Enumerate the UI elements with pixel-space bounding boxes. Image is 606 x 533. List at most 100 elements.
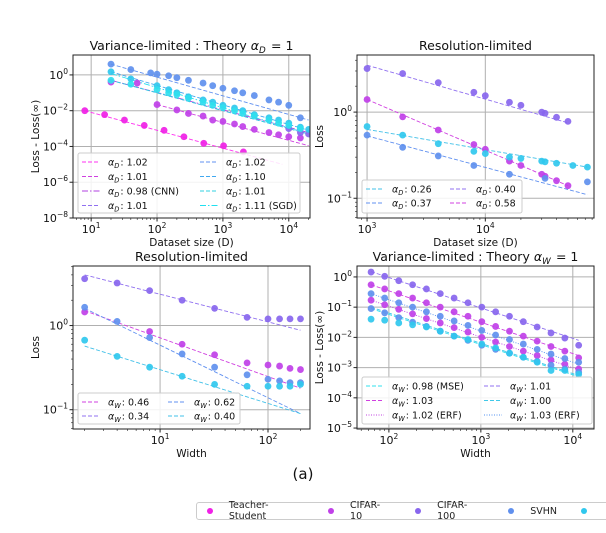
x-tick-label: 104 [563,432,582,447]
data-point [553,159,560,167]
data-point [519,340,527,348]
data-point [146,287,154,295]
data-point [276,362,283,370]
data-point [211,380,218,388]
data-point [506,343,513,350]
data-point [395,314,403,322]
y-tick-label: 10−4 [43,138,68,153]
data-point [81,107,89,115]
legend-label: Teacher-Student [228,500,269,522]
data-point [199,98,207,106]
data-point [367,305,375,312]
data-point [533,346,541,353]
x-axis-label: Width [176,448,207,460]
data-point [450,332,458,340]
data-point [584,178,591,186]
data-point [381,301,389,309]
fit-line [370,284,579,357]
data-point [492,338,500,346]
data-point [423,285,430,293]
y-tick-label: 10−1 [327,190,352,205]
data-point [575,370,583,378]
y-axis-label: Loss - Loss(∞) [314,311,326,384]
legend-entry: αW : 1.03 (ERF) [510,411,580,423]
data-point [506,98,513,106]
data-point [517,155,525,162]
data-point [492,344,500,352]
x-tick-label: 101 [151,432,170,447]
chart-title: Variance-limited : Theory αW = 1 [373,249,579,267]
data-point [297,315,304,323]
data-point [547,367,555,374]
axes-frame [356,54,595,219]
data-point [395,277,403,285]
data-point [395,305,403,313]
data-point [219,118,227,125]
data-point [506,327,513,335]
data-point [436,319,444,327]
data-point [481,150,489,157]
legend-entry: αD : 1.01 [226,187,266,199]
data-point [470,88,478,96]
data-point [285,122,293,129]
data-point [547,361,555,369]
data-point [199,112,207,120]
data-point [450,317,458,325]
data-point [470,141,478,148]
data-point [367,290,375,298]
legend-entry: αD : 1.02 [226,158,266,170]
legend-entry: αW : 0.98 (MSE) [392,382,464,394]
data-point [265,96,273,104]
y-tick-label: 10−3 [327,360,352,375]
data-point [450,324,458,332]
data-point [243,382,251,390]
data-point [399,70,407,77]
y-tick-label: 10−2 [327,329,352,344]
data-point [478,318,486,326]
data-point [399,131,407,139]
data-point [127,75,135,83]
legend-item-cifar10: CIFAR-10 [328,500,391,522]
chart-title: Resolution-limited [135,249,248,264]
x-tick-label: 101 [82,221,101,236]
data-point [533,358,541,366]
x-tick-label: 102 [379,432,398,447]
subplot-2: 103 104 100 10−1 Resolution-limited Dataset s… [314,38,595,249]
data-point [153,101,161,108]
data-point [107,76,115,84]
fit-line [110,79,309,135]
data-point [561,367,569,374]
data-point [107,60,115,68]
legend-entry: αW : 0.46 [108,398,149,410]
data-point [470,147,478,155]
data-point [81,275,89,283]
legend-marker [415,508,422,514]
y-tick-label: 10−2 [43,103,68,118]
y-tick-label: 10−1 [43,402,68,417]
y-tick-label: 10−1 [327,299,352,314]
data-point [305,125,310,133]
data-point [409,303,416,311]
data-point [113,279,121,287]
data-point [243,371,251,379]
data-point [492,308,500,316]
subplot-3: 101 102 100 10−1 Resolution-limited Width Loss… [30,249,311,460]
data-point [553,177,560,185]
data-point [239,123,247,130]
chart-title: Resolution-limited [419,38,532,53]
data-point [264,315,272,323]
data-point [381,316,389,324]
legend-entry: αD : 1.10 [226,172,266,184]
legend-label: CIFAR-10 [350,500,381,522]
x-axis-label: Width [460,448,491,460]
data-point [436,303,444,311]
data-point [564,117,572,125]
data-point [173,74,181,82]
data-point [541,175,549,182]
data-point [434,152,442,160]
data-point [363,65,371,72]
x-tick-label: 102 [259,432,278,447]
data-point [464,328,472,336]
axes-frame [72,54,311,219]
data-point [185,94,192,102]
